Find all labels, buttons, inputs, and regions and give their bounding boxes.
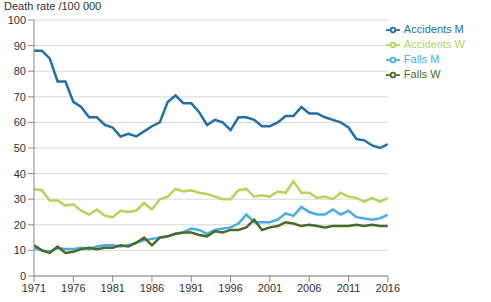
html-text:Accidents W: Accidents W [403, 38, 465, 51]
html-text:Falls M: Falls M [403, 53, 440, 66]
svg-text:10: 10 [14, 244, 26, 256]
svg-text:100: 100 [8, 14, 26, 26]
svg-text:1981: 1981 [100, 282, 124, 294]
svg-text:2011: 2011 [337, 282, 361, 294]
svg-text:2001: 2001 [258, 282, 282, 294]
svg-text:40: 40 [14, 168, 26, 180]
svg-text:80: 80 [14, 65, 26, 77]
html-text:Falls W: Falls W [403, 68, 441, 81]
html-text:Death rate /100 000: Death rate /100 000 [4, 0, 102, 12]
svg-text:1976: 1976 [61, 282, 85, 294]
svg-text:90: 90 [14, 40, 26, 52]
svg-text:60: 60 [14, 116, 26, 128]
html-text:Accidents M: Accidents M [403, 23, 464, 35]
svg-text:2006: 2006 [297, 282, 321, 294]
svg-text:50: 50 [14, 142, 26, 154]
svg-text:0: 0 [20, 270, 26, 282]
svg-text:1991: 1991 [179, 282, 203, 294]
svg-text:1971: 1971 [22, 282, 46, 294]
svg-text:30: 30 [14, 193, 26, 205]
svg-text:20: 20 [14, 219, 26, 231]
svg-text:1986: 1986 [140, 282, 164, 294]
svg-text:70: 70 [14, 91, 26, 103]
svg-text:1996: 1996 [218, 282, 242, 294]
svg-text:2016: 2016 [376, 282, 400, 294]
